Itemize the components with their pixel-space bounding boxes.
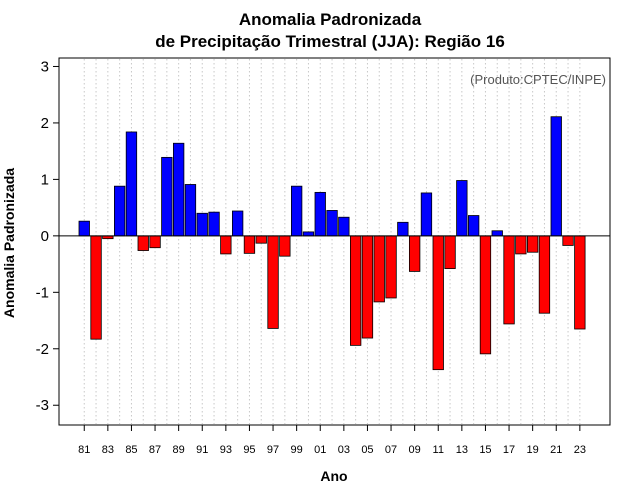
bars — [78, 116, 586, 371]
x-tick-label: 13 — [456, 444, 468, 456]
bar-1986 — [137, 235, 149, 251]
bar-1987 — [149, 235, 161, 249]
bar-1997 — [267, 235, 279, 329]
x-tick-label: 11 — [433, 444, 444, 456]
bar-2004 — [349, 235, 362, 346]
bar-2023 — [574, 235, 586, 330]
bar-2007 — [385, 235, 397, 299]
x-tick-label: 81 — [78, 444, 90, 456]
bar-2012 — [444, 235, 456, 270]
x-tick-label: 91 — [196, 444, 208, 456]
y-tick-label: 1 — [41, 171, 49, 188]
bar-2000 — [302, 231, 315, 237]
bar-2001 — [314, 191, 326, 237]
bar-2005 — [361, 235, 374, 339]
chart-title-line-1: Anomalia Padronizada — [239, 10, 422, 29]
bar-2011 — [432, 235, 444, 371]
bar-1981 — [78, 220, 90, 237]
y-tick-label: 0 — [41, 228, 49, 245]
x-tick-label: 21 — [550, 444, 562, 456]
bar-1994 — [231, 210, 244, 237]
x-tick-label: 87 — [149, 444, 161, 456]
y-tick-label: -2 — [36, 341, 49, 358]
x-tick-label: 83 — [102, 444, 114, 456]
x-tick-label: 99 — [291, 444, 303, 456]
bar-2013 — [456, 180, 468, 237]
y-axis-title: Anomalia Padronizada — [1, 168, 17, 318]
x-tick-label: 97 — [267, 444, 279, 456]
x-tick-label: 03 — [338, 444, 350, 456]
chart-title-line-2: de Precipitação Trimestral (JJA): Região… — [155, 32, 505, 51]
plot-frame — [58, 57, 611, 426]
y-axis: -3 -2 -1 0 1 2 3 — [36, 58, 59, 414]
x-tick-label: 95 — [243, 444, 255, 456]
x-tick-label: 85 — [125, 444, 137, 456]
credit-text: (Produto:CPTEC/INPE) — [470, 72, 606, 87]
bar-1999 — [290, 185, 303, 237]
bar-1991 — [196, 212, 208, 237]
x-tick-label: 09 — [409, 444, 421, 456]
x-tick-label: 17 — [503, 444, 515, 456]
bar-2009 — [408, 235, 421, 272]
bar-1982 — [90, 235, 102, 340]
grid-lines — [83, 59, 581, 424]
x-axis: 81 83 85 87 89 91 93 95 97 99 01 03 05 07 09 11 13 15 17 19… — [78, 425, 586, 456]
bar-1990 — [184, 184, 197, 237]
y-tick-label: 3 — [41, 58, 49, 75]
bar-2008 — [397, 221, 409, 237]
bar-2016 — [491, 230, 503, 237]
bar-2018 — [515, 235, 527, 255]
x-tick-label: 01 — [314, 444, 326, 456]
x-tick-label: 15 — [479, 444, 491, 456]
bar-1985 — [125, 131, 138, 237]
bar-1996 — [255, 235, 267, 244]
bar-1988 — [161, 156, 173, 237]
bar-2015 — [479, 235, 492, 355]
x-tick-label: 07 — [385, 444, 397, 456]
bar-2017 — [503, 235, 515, 325]
bar-2002 — [326, 210, 338, 237]
x-tick-label: 19 — [527, 444, 539, 456]
bar-2003 — [338, 216, 350, 237]
x-axis-title: Ano — [320, 468, 347, 484]
bar-2022 — [562, 235, 574, 246]
bar-1993 — [220, 235, 232, 255]
bar-1984 — [114, 185, 126, 237]
bar-2019 — [527, 235, 539, 253]
bar-2014 — [467, 215, 480, 237]
x-tick-label: 93 — [220, 444, 232, 456]
bar-2006 — [373, 235, 385, 303]
x-tick-label: 23 — [574, 444, 586, 456]
bar-1998 — [279, 235, 291, 257]
bar-1989 — [172, 142, 185, 237]
bar-1995 — [243, 235, 256, 254]
x-tick-label: 05 — [361, 444, 373, 456]
bar-2020 — [538, 235, 551, 314]
bar-2010 — [420, 192, 433, 237]
y-tick-label: -1 — [36, 284, 49, 301]
x-tick-label: 89 — [173, 444, 185, 456]
bar-2021 — [550, 116, 562, 237]
bar-1992 — [208, 211, 220, 237]
y-tick-label: 2 — [41, 115, 49, 132]
y-tick-label: -3 — [36, 397, 49, 414]
